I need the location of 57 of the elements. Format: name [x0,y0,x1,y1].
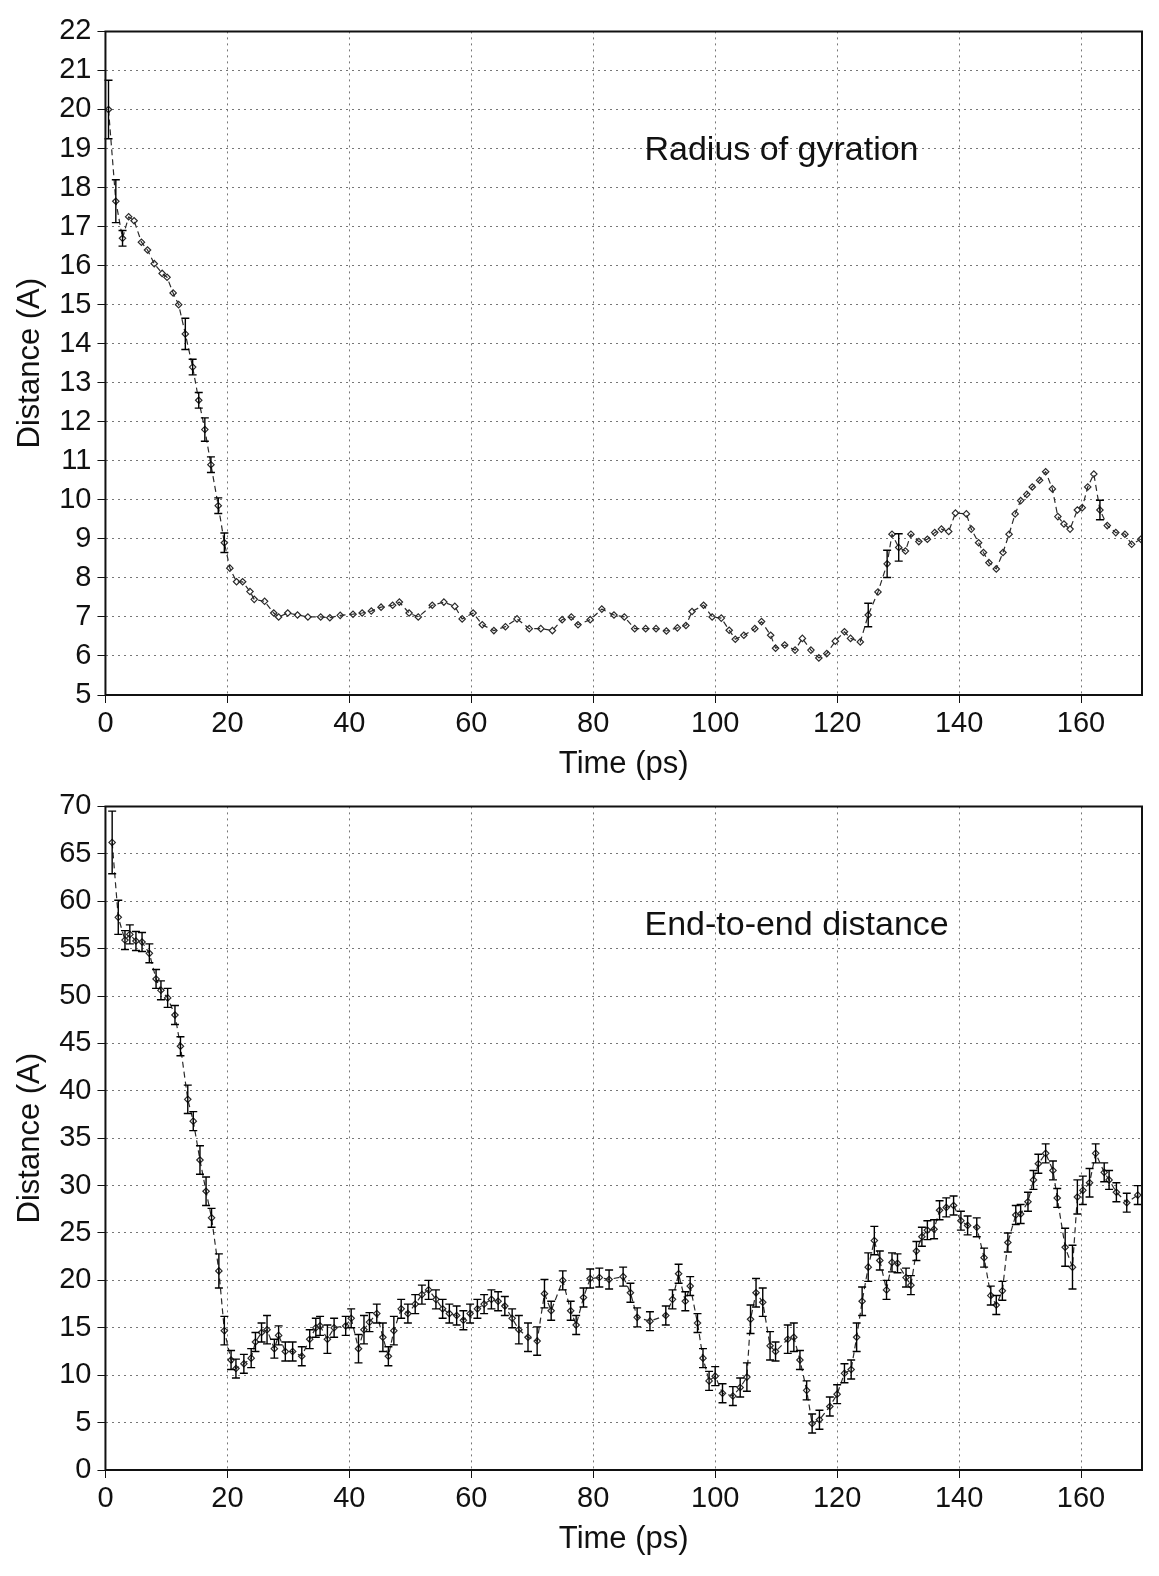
y-tick-label: 35 [59,1120,92,1153]
y-tick-label: 15 [59,1309,92,1342]
y-tick-label: 10 [59,1357,92,1390]
x-tick-label: 80 [577,706,610,739]
x-tick-label: 0 [97,706,114,739]
x-tick-label: 160 [1056,1481,1106,1514]
y-tick-label: 20 [59,91,92,124]
y-tick-label: 12 [59,403,92,436]
x-tick-label: 100 [690,706,740,739]
y-tick-label: 16 [59,247,92,280]
x-tick-label: 100 [690,1481,740,1514]
x-tick-label: 120 [812,1481,862,1514]
y-tick-label: 55 [59,930,92,963]
x-tick-label: 60 [455,706,488,739]
x-tick-label: 20 [211,1481,244,1514]
y-tick-label: 14 [59,325,92,358]
y-tick-label: 13 [59,364,92,397]
x-tick-label: 40 [333,1481,366,1514]
y-tick-label: 40 [59,1072,92,1105]
y-tick-label: 9 [75,520,92,553]
x-tick-label: 140 [934,706,984,739]
y-tick-label: 19 [59,130,92,163]
y-tick-label: 65 [59,835,92,868]
y-axis-title: Distance (A) [11,277,47,449]
y-tick-label: 60 [59,883,92,916]
x-tick-label: 140 [934,1481,984,1514]
y-tick-label: 25 [59,1215,92,1247]
y-axis-title: Distance (A) [11,1052,47,1224]
annotation: Radius of gyration [644,129,919,168]
y-tick-label: 10 [59,481,92,514]
y-tick-label: 30 [59,1167,92,1200]
y-tick-label: 17 [59,208,92,241]
x-tick-label: 80 [577,1481,610,1514]
y-tick-label: 7 [75,598,92,631]
y-tick-label: 15 [59,286,92,319]
x-tick-label: 20 [211,706,244,739]
x-axis-title: Time (ps) [558,1519,689,1555]
x-tick-label: 0 [97,1481,114,1514]
y-tick-label: 6 [75,637,92,670]
y-tick-label: 5 [75,677,92,709]
y-tick-label: 45 [59,1025,92,1058]
y-tick-label: 50 [59,978,92,1010]
y-tick-label: 0 [75,1452,92,1484]
x-tick-label: 60 [455,1481,488,1514]
annotation: End-to-end distance [644,904,949,943]
x-axis-title: Time (ps) [558,744,689,780]
y-tick-label: 20 [59,1262,92,1295]
y-tick-label: 8 [75,559,92,592]
y-tick-label: 5 [75,1404,92,1437]
y-tick-label: 18 [59,169,92,202]
y-tick-label: 70 [59,788,92,821]
x-tick-label: 40 [333,706,366,739]
y-tick-label: 21 [59,52,92,85]
x-tick-label: 160 [1056,706,1106,739]
y-tick-label: 22 [59,13,92,46]
x-tick-label: 120 [812,706,862,739]
y-tick-label: 11 [61,442,92,475]
